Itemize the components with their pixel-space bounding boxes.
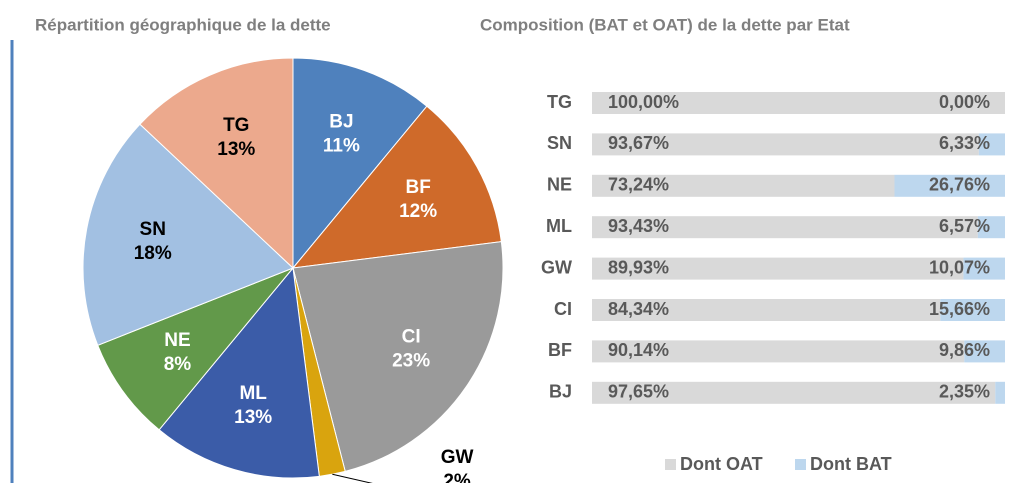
- bar-segment: [592, 216, 978, 239]
- category-label: SN: [547, 133, 572, 153]
- oat-label: 93,67%: [608, 133, 669, 153]
- oat-label: 93,43%: [608, 216, 669, 236]
- leader-line: [332, 473, 373, 483]
- slice-category: SN: [140, 219, 166, 240]
- category-label: TG: [547, 92, 572, 112]
- category-label: NE: [547, 175, 572, 195]
- bar-title: Composition (BAT et OAT) de la dette par…: [480, 15, 850, 34]
- bar-segment: [592, 381, 996, 404]
- slice-value: 8%: [164, 354, 192, 375]
- bar-segment: [592, 174, 895, 197]
- bar-segment: [963, 257, 1005, 280]
- oat-label: 100,00%: [608, 92, 679, 112]
- pie-slice: [82, 123, 294, 346]
- slice-label: TG 13%: [217, 115, 255, 160]
- bar-segment: [592, 257, 964, 280]
- bat-label: 15,66%: [929, 299, 990, 319]
- legend-label: Dont BAT: [810, 454, 892, 474]
- slice-value: 13%: [234, 407, 272, 428]
- slice-label: SN 18%: [134, 219, 172, 264]
- bar-segment: [978, 133, 1005, 156]
- bat-label: 6,33%: [939, 133, 990, 153]
- slice-label: CI 23%: [392, 326, 430, 371]
- slice-label: ML 13%: [234, 383, 272, 428]
- category-label: GW: [541, 257, 572, 277]
- pie-slice: [292, 57, 428, 270]
- bat-label: 0,00%: [939, 92, 990, 112]
- bar-segment: [995, 381, 1005, 404]
- category-label: ML: [546, 216, 572, 236]
- category-label: BJ: [549, 382, 572, 402]
- bat-label: 26,76%: [929, 175, 990, 195]
- bar-segment: [592, 340, 965, 363]
- slice-category: TG: [223, 115, 249, 136]
- pie-title: Répartition géographique de la dette: [35, 15, 331, 34]
- category-label: CI: [554, 299, 572, 319]
- oat-label: 89,93%: [608, 257, 669, 277]
- legend-swatch: [665, 459, 676, 470]
- bar-segment: [940, 299, 1005, 321]
- oat-label: 84,34%: [608, 299, 669, 319]
- slice-category: BF: [405, 177, 430, 198]
- slice-category: ML: [239, 383, 267, 404]
- oat-label: 90,14%: [608, 340, 669, 360]
- bat-label: 10,07%: [929, 257, 990, 277]
- slice-value: 2%: [443, 471, 471, 483]
- bat-label: 6,57%: [939, 216, 990, 236]
- slice-label: BF 12%: [399, 177, 437, 222]
- slice-value: 18%: [134, 243, 172, 264]
- slice-category: NE: [164, 330, 190, 351]
- slice-value: 13%: [217, 139, 255, 160]
- bar-segment: [592, 92, 1005, 114]
- pie-slice: [292, 241, 504, 473]
- slice-category: BJ: [329, 112, 353, 133]
- slice-value: 12%: [399, 201, 437, 222]
- bat-label: 9,86%: [939, 340, 990, 360]
- bar-segment: [592, 133, 979, 156]
- pie-slice: [139, 57, 294, 270]
- pie-slice: [97, 267, 294, 431]
- legend-swatch: [795, 459, 806, 470]
- pie-slice: [291, 105, 502, 269]
- slice-label: GW 2%: [441, 447, 474, 483]
- slice-value: 11%: [323, 136, 360, 157]
- slice-label: BJ 11%: [323, 112, 360, 157]
- bat-label: 2,35%: [939, 382, 990, 402]
- bar-segment: [894, 174, 1005, 197]
- bar-segment: [977, 216, 1005, 239]
- pie-slice: [158, 266, 320, 479]
- oat-label: 97,65%: [608, 382, 669, 402]
- slice-category: CI: [402, 326, 421, 347]
- slice-value: 23%: [392, 350, 430, 371]
- legend-label: Dont OAT: [680, 454, 763, 474]
- bar-segment: [592, 299, 941, 321]
- bar-segment: [964, 340, 1005, 363]
- category-label: BF: [548, 340, 572, 360]
- slice-label: NE 8%: [164, 330, 192, 375]
- oat-label: 73,24%: [608, 175, 669, 195]
- slice-category: GW: [441, 447, 474, 468]
